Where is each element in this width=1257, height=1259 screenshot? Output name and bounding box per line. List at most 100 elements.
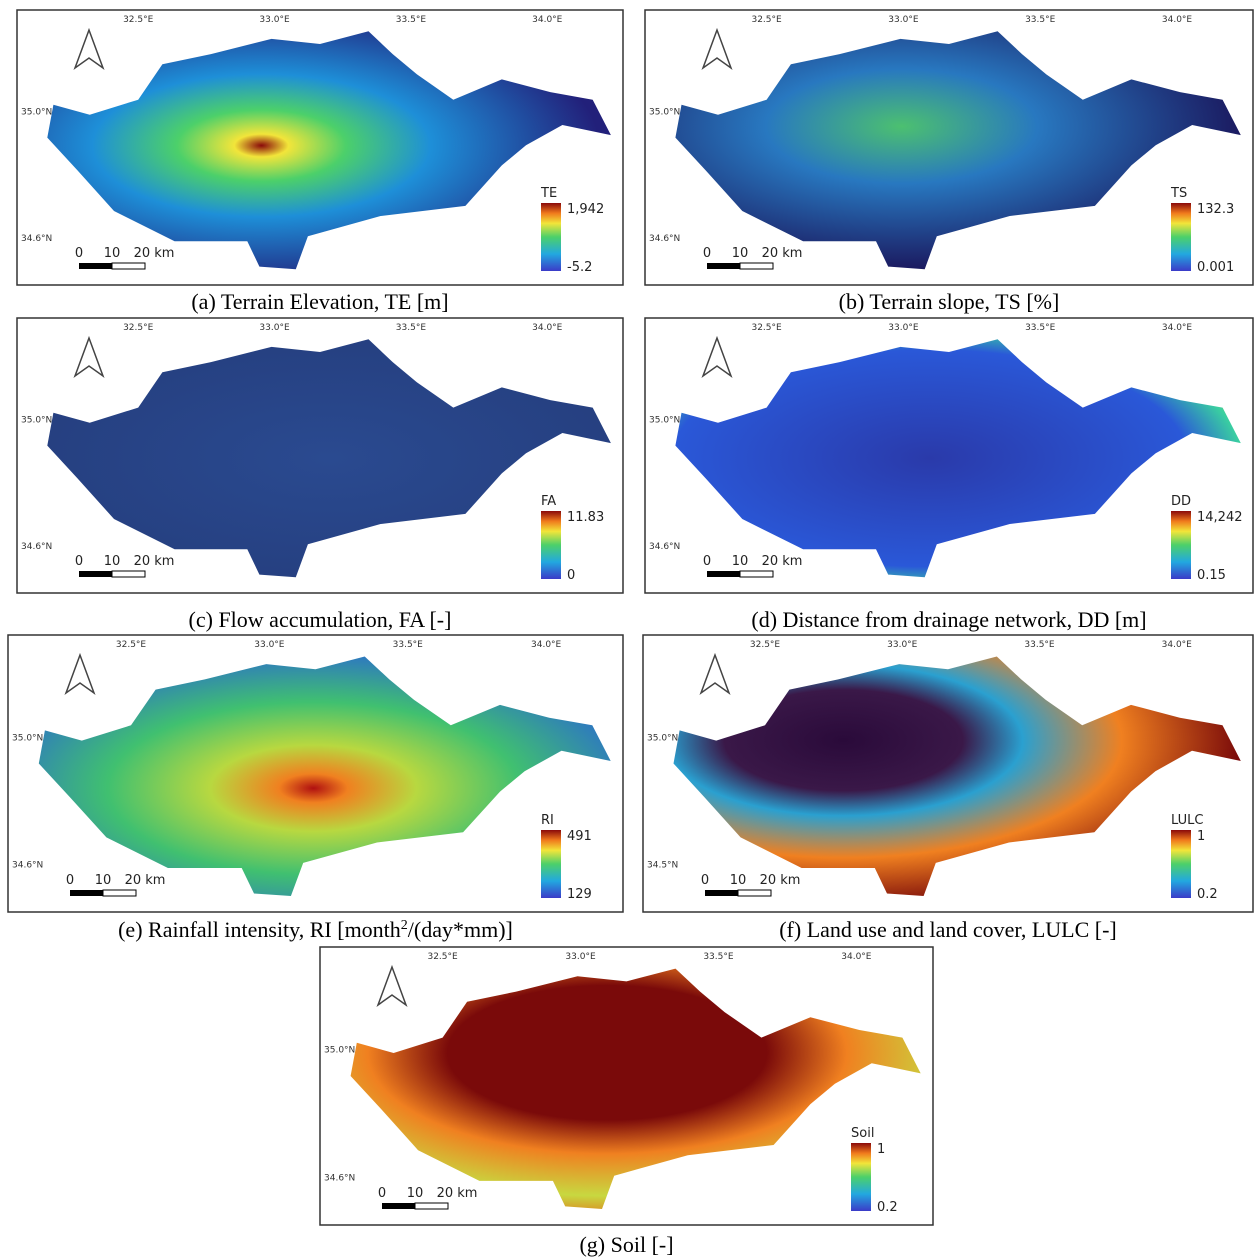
caption-text: /(day*mm)] bbox=[408, 917, 513, 942]
latitude-label: 35.0°N bbox=[324, 1046, 355, 1056]
caption-text: (e) Rainfall intensity, RI [month bbox=[118, 917, 401, 942]
latitude-label: 35.0°N bbox=[21, 108, 52, 118]
legend-min: -5.2 bbox=[567, 260, 592, 275]
legend-title: FA bbox=[541, 494, 556, 509]
scale-label: 0 bbox=[703, 246, 711, 261]
longitude-label: 33.0°E bbox=[259, 15, 290, 25]
scale-label: 20 km bbox=[125, 873, 166, 888]
scale-bar bbox=[70, 890, 103, 896]
scale-label: 10 bbox=[104, 554, 121, 569]
longitude-label: 33.5°E bbox=[1024, 640, 1055, 650]
legend-title: TS bbox=[1170, 186, 1187, 201]
legend-max: 14,242 bbox=[1197, 510, 1243, 525]
caption: (c) Flow accumulation, FA [-] bbox=[189, 607, 452, 632]
latitude-label: 35.0°N bbox=[649, 108, 680, 118]
legend-max: 1,942 bbox=[567, 202, 604, 217]
scale-bar bbox=[79, 263, 112, 269]
figure: 32.5°E33.0°E33.5°E34.0°E35.0°N34.6°N0102… bbox=[0, 0, 1257, 1259]
caption: (a) Terrain Elevation, TE [m] bbox=[191, 289, 448, 314]
scale-bar bbox=[382, 1203, 415, 1209]
colorbar bbox=[541, 830, 561, 898]
longitude-label: 32.5°E bbox=[116, 640, 147, 650]
latitude-label: 34.6°N bbox=[324, 1174, 355, 1184]
caption: (f) Land use and land cover, LULC [-] bbox=[779, 917, 1117, 942]
longitude-label: 33.5°E bbox=[396, 323, 427, 333]
scale-label: 20 km bbox=[134, 554, 175, 569]
scale-label: 10 bbox=[95, 873, 112, 888]
scale-bar bbox=[707, 571, 740, 577]
scale-label: 10 bbox=[732, 246, 749, 261]
caption: (e) Rainfall intensity, RI [month2/(day*… bbox=[118, 917, 513, 942]
scale-bar bbox=[112, 571, 145, 577]
legend-min: 0.15 bbox=[1197, 568, 1226, 583]
colorbar bbox=[541, 511, 561, 579]
longitude-label: 34.0°E bbox=[841, 952, 872, 962]
longitude-label: 33.5°E bbox=[1025, 323, 1056, 333]
longitude-label: 34.0°E bbox=[1162, 323, 1193, 333]
scale-label: 20 km bbox=[762, 554, 803, 569]
scale-label: 20 km bbox=[437, 1186, 478, 1201]
scale-label: 0 bbox=[75, 246, 83, 261]
scale-bar bbox=[79, 571, 112, 577]
legend-title: LULC bbox=[1171, 813, 1203, 828]
legend-title: RI bbox=[541, 813, 554, 828]
legend-max: 11.83 bbox=[567, 510, 604, 525]
longitude-label: 34.0°E bbox=[532, 15, 563, 25]
scale-label: 0 bbox=[66, 873, 74, 888]
longitude-label: 32.5°E bbox=[751, 15, 782, 25]
scale-label: 10 bbox=[730, 873, 747, 888]
longitude-label: 34.0°E bbox=[1162, 640, 1193, 650]
legend-min: 0.001 bbox=[1197, 260, 1234, 275]
longitude-label: 32.5°E bbox=[427, 952, 458, 962]
colorbar bbox=[851, 1143, 871, 1211]
legend-title: TE bbox=[540, 186, 557, 201]
latitude-label: 34.6°N bbox=[649, 234, 680, 244]
scale-label: 20 km bbox=[134, 246, 175, 261]
legend-min: 0 bbox=[567, 568, 575, 583]
colorbar bbox=[541, 203, 561, 271]
scale-bar bbox=[112, 263, 145, 269]
latitude-label: 34.5°N bbox=[647, 861, 678, 871]
legend-max: 1 bbox=[1197, 829, 1205, 844]
longitude-label: 33.5°E bbox=[393, 640, 424, 650]
legend-min: 0.2 bbox=[1197, 887, 1218, 902]
longitude-label: 33.0°E bbox=[888, 15, 919, 25]
colorbar bbox=[1171, 203, 1191, 271]
longitude-label: 33.0°E bbox=[259, 323, 290, 333]
scale-label: 0 bbox=[378, 1186, 386, 1201]
latitude-label: 34.6°N bbox=[649, 542, 680, 552]
longitude-label: 34.0°E bbox=[532, 323, 563, 333]
scale-label: 10 bbox=[407, 1186, 424, 1201]
scale-label: 20 km bbox=[760, 873, 801, 888]
colorbar bbox=[1171, 830, 1191, 898]
longitude-label: 33.0°E bbox=[254, 640, 285, 650]
latitude-label: 35.0°N bbox=[649, 416, 680, 426]
longitude-label: 33.0°E bbox=[565, 952, 596, 962]
longitude-label: 32.5°E bbox=[123, 15, 154, 25]
caption: (d) Distance from drainage network, DD [… bbox=[751, 607, 1146, 632]
scale-bar bbox=[707, 263, 740, 269]
scale-label: 0 bbox=[701, 873, 709, 888]
legend-min: 0.2 bbox=[877, 1200, 898, 1215]
longitude-label: 32.5°E bbox=[123, 323, 154, 333]
longitude-label: 33.5°E bbox=[703, 952, 734, 962]
scale-label: 10 bbox=[732, 554, 749, 569]
legend-max: 132.3 bbox=[1197, 202, 1234, 217]
legend-max: 491 bbox=[567, 829, 592, 844]
latitude-label: 34.6°N bbox=[12, 861, 43, 871]
caption: (g) Soil [-] bbox=[579, 1232, 673, 1257]
longitude-label: 33.5°E bbox=[396, 15, 427, 25]
scale-bar bbox=[740, 571, 773, 577]
longitude-label: 33.0°E bbox=[888, 323, 919, 333]
longitude-label: 33.5°E bbox=[1025, 15, 1056, 25]
scale-label: 10 bbox=[104, 246, 121, 261]
longitude-label: 34.0°E bbox=[1162, 15, 1193, 25]
colorbar bbox=[1171, 511, 1191, 579]
scale-bar bbox=[705, 890, 738, 896]
scale-bar bbox=[415, 1203, 448, 1209]
longitude-label: 32.5°E bbox=[751, 323, 782, 333]
legend-max: 1 bbox=[877, 1142, 885, 1157]
scale-label: 0 bbox=[703, 554, 711, 569]
scale-bar bbox=[103, 890, 136, 896]
latitude-label: 35.0°N bbox=[12, 733, 43, 743]
